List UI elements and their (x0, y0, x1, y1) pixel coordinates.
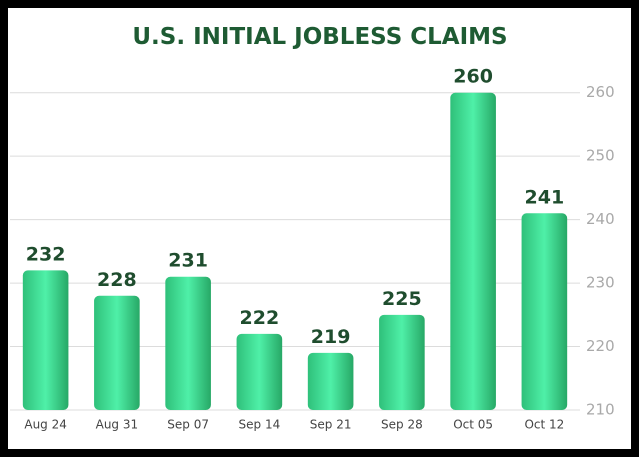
chart-title: U.S. INITIAL JOBLESS CLAIMS (132, 24, 507, 50)
value-label: 225 (382, 288, 422, 310)
y-tick-label: 240 (586, 210, 615, 228)
bar (94, 295, 140, 410)
bar (379, 314, 425, 410)
x-tick-label: Oct 12 (524, 418, 564, 432)
y-tick-label: 250 (586, 147, 615, 165)
value-label: 222 (240, 307, 280, 329)
x-tick-label: Sep 07 (167, 418, 209, 432)
y-tick-label: 230 (586, 274, 615, 292)
value-label: 241 (525, 186, 565, 208)
value-label: 260 (453, 66, 493, 88)
x-tick-label: Aug 24 (24, 418, 67, 432)
bar (165, 276, 211, 410)
bar (22, 270, 69, 410)
x-tick-label: Sep 14 (239, 418, 281, 432)
y-tick-label: 210 (586, 401, 615, 419)
value-label: 228 (97, 269, 137, 291)
bar (236, 333, 283, 410)
bar (307, 352, 354, 410)
value-label: 219 (311, 326, 351, 348)
y-tick-label: 220 (586, 337, 615, 355)
bar (450, 92, 496, 411)
bar (521, 213, 568, 410)
x-tick-label: Sep 21 (310, 418, 352, 432)
x-tick-label: Sep 28 (381, 418, 423, 432)
value-label: 231 (168, 250, 208, 272)
x-tick-label: Oct 05 (453, 418, 493, 432)
value-label: 232 (26, 243, 66, 265)
x-tick-label: Aug 31 (96, 418, 139, 432)
y-tick-label: 260 (586, 83, 615, 101)
